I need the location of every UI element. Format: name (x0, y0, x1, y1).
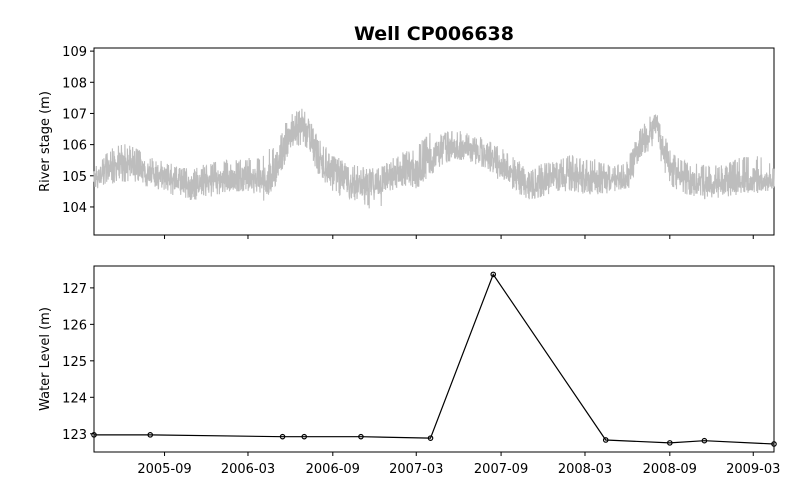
x-tick-label: 2007-09 (474, 462, 528, 477)
axes-frame-1 (93, 47, 775, 236)
river-stage-line (93, 108, 775, 209)
water-level-line (94, 273, 775, 445)
x-tick-label: 2005-09 (137, 462, 191, 477)
y-tick-label: 104 (62, 201, 87, 216)
y-tick-label: 126 (62, 318, 87, 333)
water-level-point (490, 271, 497, 278)
y-tick-label: 123 (62, 428, 87, 443)
water-level-point (602, 437, 609, 443)
water-level-point (91, 432, 97, 438)
y-tick-label: 108 (62, 76, 87, 91)
y-tick-label: 125 (62, 355, 87, 370)
y-tick-label: 107 (62, 107, 87, 122)
water-level-point (667, 440, 673, 446)
water-level-point (279, 433, 286, 440)
y-axis-label: River stage (m) (38, 91, 53, 192)
water-level-point (358, 433, 364, 440)
x-tick-label: 2009-03 (726, 462, 780, 477)
y-tick-label: 124 (62, 391, 87, 406)
water-level-point (427, 435, 434, 441)
y-tick-label: 127 (62, 282, 87, 297)
water-level-point (147, 432, 154, 438)
x-tick-label: 2007-03 (389, 462, 443, 477)
water-level-point (771, 441, 777, 447)
water-level-point (701, 437, 708, 444)
y-tick-label: 105 (62, 170, 87, 185)
x-tick-label: 2008-09 (643, 462, 697, 477)
x-tick-label: 2006-03 (221, 462, 275, 477)
figure-title: Well CP006638 (354, 23, 514, 45)
axes-frame-2 (93, 265, 775, 453)
x-tick-label: 2006-09 (306, 462, 360, 477)
y-tick-label: 109 (62, 45, 87, 60)
y-tick-label: 106 (62, 139, 87, 154)
x-tick-label: 2008-03 (558, 462, 612, 477)
water-level-point (301, 433, 308, 440)
y-axis-label: Water Level (m) (38, 307, 53, 411)
